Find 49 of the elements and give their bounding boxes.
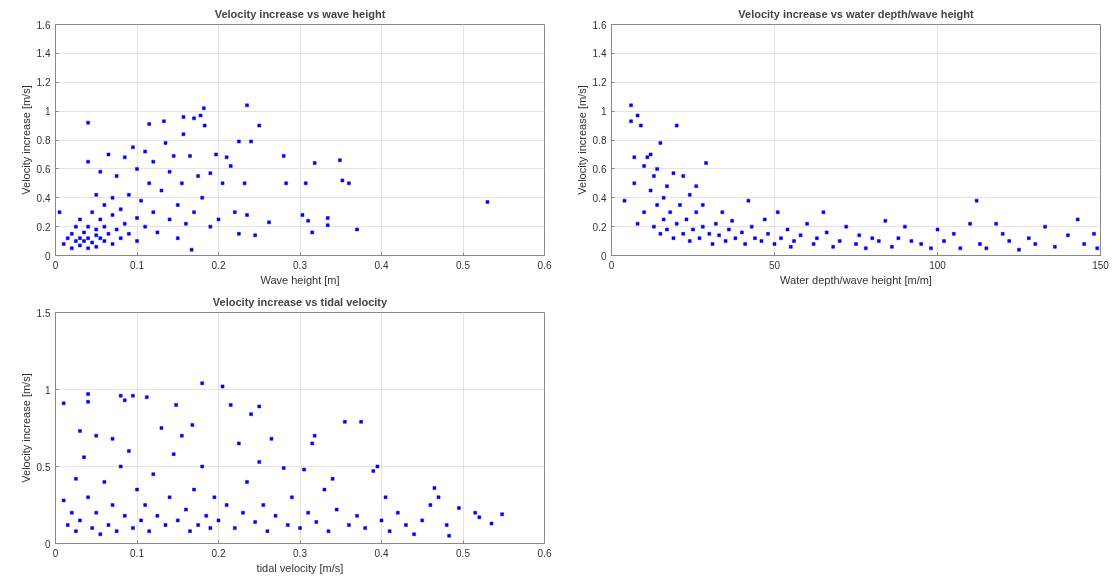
x-axis-title: Water depth/wave height [m/m] [780, 273, 932, 286]
x-tick-label: 0.1 [130, 547, 145, 559]
x-tick-label: 0.2 [211, 259, 226, 271]
x-tick-label: 0.5 [456, 259, 471, 271]
x-tick-label: 50 [768, 259, 781, 271]
y-tick-label: 0 [600, 250, 607, 262]
x-tick-label: 0.3 [293, 547, 308, 559]
y-tick-label: 1.2 [36, 77, 51, 89]
x-tick-label: 150 [1092, 259, 1110, 271]
y-axis-title: Velocity increase [m/s] [19, 85, 32, 195]
y-tick-label: 1.2 [592, 77, 607, 89]
chart-title: Velocity increase vs tidal velocity [212, 295, 389, 308]
y-axis-title: Velocity increase [m/s] [575, 85, 588, 195]
y-tick-label: 0.2 [592, 221, 607, 233]
y-tick-label: 1 [44, 384, 51, 396]
chart-title: Velocity increase vs wave height [214, 7, 386, 20]
y-tick-label: 0.8 [36, 135, 51, 146]
y-tick-label: 0.8 [592, 135, 607, 146]
y-tick-label: 0.6 [592, 163, 607, 175]
y-tick-label: 1.4 [36, 48, 51, 60]
x-tick-label: 0.6 [537, 259, 552, 271]
chart-title: Velocity increase vs water depth/wave height [738, 7, 975, 20]
y-tick-label: 1.6 [36, 19, 51, 31]
x-tick-label: 0 [52, 547, 59, 559]
y-tick-label: 1 [600, 106, 607, 118]
x-tick-label: 0.5 [456, 547, 471, 559]
y-tick-label: 0.4 [592, 192, 607, 204]
x-axis-title: tidal velocity [m/s] [256, 561, 344, 574]
y-tick-label: 0.2 [36, 221, 51, 233]
y-tick-label: 0.5 [36, 461, 51, 473]
x-tick-label: 0.1 [130, 259, 145, 271]
y-axis-title: Velocity increase [m/s] [19, 373, 32, 483]
y-tick-label: 0 [44, 250, 51, 262]
y-tick-label: 1.6 [592, 19, 607, 31]
y-tick-label: 0.4 [36, 192, 51, 204]
y-tick-label: 1 [44, 106, 51, 118]
x-axis-title: Wave height [m] [260, 273, 340, 286]
x-tick-label: 0.2 [211, 547, 226, 559]
x-tick-label: 100 [929, 259, 947, 271]
y-tick-label: 0.6 [36, 163, 51, 175]
x-tick-label: 0.6 [537, 547, 552, 559]
x-tick-label: 0.4 [374, 547, 389, 559]
x-tick-label: 0 [608, 259, 615, 271]
y-tick-label: 1.5 [36, 307, 51, 319]
y-tick-label: 1.4 [592, 48, 607, 60]
x-tick-label: 0 [52, 259, 59, 271]
y-tick-label: 0 [44, 538, 51, 550]
x-tick-label: 0.3 [293, 259, 308, 271]
x-tick-label: 0.4 [374, 259, 389, 271]
